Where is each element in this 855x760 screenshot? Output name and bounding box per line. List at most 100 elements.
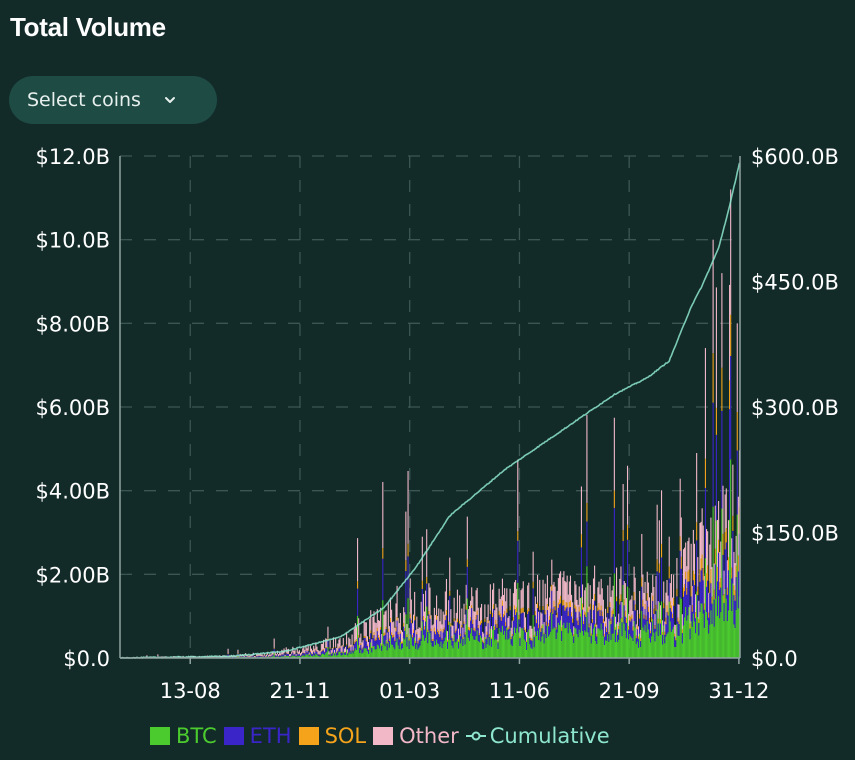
bar-other bbox=[535, 603, 537, 620]
bar-other bbox=[451, 625, 453, 637]
bar-sol bbox=[675, 637, 677, 641]
bar-btc bbox=[617, 642, 619, 658]
bar-eth bbox=[586, 521, 588, 567]
bar-other bbox=[382, 481, 384, 549]
bar-sol bbox=[666, 605, 668, 613]
bar-btc bbox=[493, 625, 495, 658]
chart-axes: $0.0$2.00B$4.00B$6.00B$8.00B$10.0B$12.0B… bbox=[35, 145, 838, 703]
bar-btc bbox=[718, 596, 720, 658]
bar-other bbox=[574, 581, 576, 605]
bar-sol bbox=[484, 618, 486, 622]
bar-other bbox=[404, 612, 406, 629]
bar-sol bbox=[329, 647, 331, 649]
bar-sol bbox=[584, 611, 586, 615]
bar-btc bbox=[666, 633, 668, 658]
bar-eth bbox=[673, 605, 675, 627]
bar-other bbox=[541, 613, 543, 626]
bar-eth bbox=[716, 581, 719, 616]
bar-sol bbox=[602, 618, 604, 623]
bar-other bbox=[249, 655, 251, 657]
bar-btc bbox=[463, 636, 465, 658]
bar-btc bbox=[471, 627, 473, 658]
bar-other bbox=[679, 478, 681, 537]
bar-other bbox=[391, 609, 393, 633]
bar-sol bbox=[653, 608, 655, 615]
bar-other bbox=[523, 612, 525, 628]
legend-sol[interactable]: SOL bbox=[298, 724, 366, 748]
legend-cumulative[interactable]: Cumulative bbox=[465, 724, 610, 748]
bar-btc bbox=[448, 639, 450, 658]
bar-btc bbox=[669, 621, 671, 658]
bar-btc bbox=[660, 601, 663, 658]
bar-eth bbox=[315, 650, 317, 654]
bar-btc bbox=[716, 615, 719, 658]
bar-btc bbox=[729, 519, 731, 658]
bar-btc bbox=[416, 644, 418, 658]
bar-eth bbox=[532, 588, 534, 615]
bar-eth bbox=[248, 656, 250, 658]
bar-eth bbox=[622, 541, 624, 585]
bar-btc bbox=[569, 628, 572, 658]
bar-other bbox=[330, 650, 332, 654]
bar-eth bbox=[536, 608, 539, 631]
bar-other bbox=[721, 273, 723, 368]
bar-eth bbox=[561, 630, 563, 641]
bar-other bbox=[534, 596, 536, 612]
bar-sol bbox=[366, 644, 368, 646]
bar-other bbox=[640, 629, 642, 639]
bar-other bbox=[302, 648, 304, 653]
bar-sol bbox=[415, 640, 417, 644]
bar-other bbox=[428, 583, 430, 612]
bar-other bbox=[653, 586, 655, 609]
bar-eth bbox=[636, 629, 638, 642]
legend-other[interactable]: Other bbox=[373, 724, 459, 748]
legend-eth[interactable]: ETH bbox=[223, 724, 292, 748]
bar-btc bbox=[563, 622, 565, 658]
bar-eth bbox=[392, 637, 394, 645]
bar-other bbox=[647, 582, 649, 607]
select-coins-dropdown[interactable]: Select coins bbox=[9, 76, 217, 124]
bar-eth bbox=[631, 618, 633, 638]
bar-sol bbox=[617, 632, 619, 635]
bar-eth bbox=[690, 596, 692, 622]
bar-other bbox=[634, 577, 636, 605]
bar-btc bbox=[511, 645, 513, 658]
bar-other bbox=[444, 591, 446, 617]
bar-eth bbox=[374, 640, 376, 650]
bar-sol bbox=[591, 619, 593, 623]
bar-btc bbox=[308, 656, 310, 658]
bar-sol bbox=[578, 606, 580, 612]
bar-btc bbox=[336, 655, 338, 658]
bar-eth bbox=[317, 654, 319, 656]
bar-eth bbox=[275, 655, 277, 657]
bar-sol bbox=[735, 565, 737, 578]
bar-eth bbox=[475, 619, 477, 636]
bar-other bbox=[403, 607, 405, 624]
bar-eth bbox=[674, 636, 676, 647]
bar-btc bbox=[541, 636, 543, 658]
bar-other bbox=[344, 646, 347, 652]
bar-other bbox=[567, 594, 569, 612]
bar-btc bbox=[531, 648, 533, 658]
bar-btc bbox=[549, 634, 551, 658]
legend-btc[interactable]: BTC bbox=[150, 724, 217, 748]
bar-other bbox=[304, 649, 306, 654]
bar-btc bbox=[629, 633, 631, 658]
bar-sol bbox=[460, 633, 462, 637]
bar-sol bbox=[328, 654, 330, 655]
bar-btc bbox=[598, 628, 600, 658]
bar-btc bbox=[306, 655, 308, 658]
bar-eth bbox=[461, 627, 463, 639]
bar-btc bbox=[273, 652, 275, 658]
bar-eth bbox=[569, 607, 572, 629]
bar-other bbox=[293, 650, 295, 655]
bar-eth bbox=[376, 631, 378, 645]
bar-other bbox=[596, 624, 598, 634]
bar-eth bbox=[459, 623, 461, 635]
bar-eth bbox=[242, 656, 244, 657]
bar-sol bbox=[498, 610, 500, 616]
bar-eth bbox=[591, 622, 593, 635]
bar-eth bbox=[512, 620, 514, 636]
bar-sol bbox=[547, 623, 550, 627]
bar-eth bbox=[268, 656, 270, 658]
